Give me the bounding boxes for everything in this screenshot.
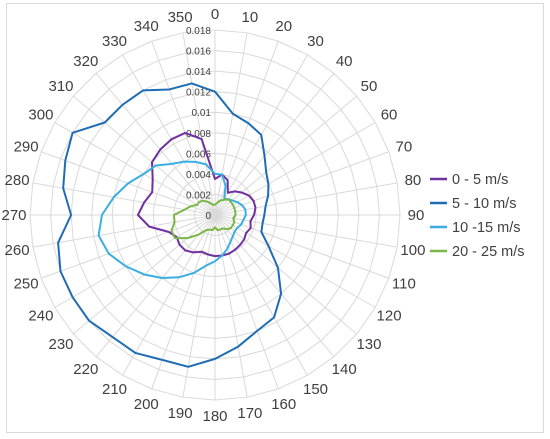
angle-tick-label: 10	[242, 9, 259, 26]
legend-label: 20 - 25 m/s	[452, 244, 525, 260]
grid-spoke	[32, 214, 216, 248]
grid-spoke	[214, 214, 390, 279]
angle-tick-label: 290	[14, 138, 39, 155]
angle-tick-label: 130	[356, 336, 381, 353]
legend-label: 5 - 10 m/s	[452, 196, 516, 212]
grid-spoke	[122, 214, 216, 376]
angle-tick-label: 120	[377, 308, 402, 325]
angle-tick-label: 350	[168, 9, 193, 26]
radial-tick-label: 0.008	[186, 129, 211, 140]
angle-tick-label: 320	[73, 53, 98, 70]
grid-spoke	[122, 54, 216, 216]
angle-tick-label: 340	[134, 18, 159, 35]
grid-spoke	[214, 214, 335, 358]
angle-tick-label: 30	[307, 33, 324, 50]
radial-tick-label: 0.016	[186, 47, 211, 58]
grid-spoke	[214, 32, 248, 216]
grid-spoke	[40, 214, 216, 279]
radial-tick-label: 0.018	[186, 26, 211, 37]
angle-tick-label: 90	[408, 207, 425, 224]
grid-spoke	[54, 122, 216, 216]
grid-spoke	[214, 151, 390, 216]
radial-tick-label: 0.004	[186, 170, 211, 181]
series-line-3	[97, 160, 247, 279]
grid-spoke	[214, 214, 358, 335]
angle-tick-label: 150	[303, 381, 328, 398]
angle-tick-label: 100	[400, 242, 425, 259]
angle-tick-label: 230	[49, 336, 74, 353]
radar-grid	[29, 29, 401, 401]
grid-spoke	[214, 214, 279, 390]
angle-tick-label: 220	[73, 361, 98, 378]
grid-spoke	[214, 214, 398, 248]
angle-tick-label: 300	[28, 107, 53, 124]
chart-frame	[6, 3, 544, 433]
angle-tick-label: 0	[211, 6, 219, 23]
angle-tick-label: 330	[102, 33, 127, 50]
angle-tick-label: 40	[336, 53, 353, 70]
grid-spoke	[214, 214, 248, 398]
angle-tick-label: 210	[102, 381, 127, 398]
grid-spoke	[151, 40, 216, 216]
angle-tick-label: 70	[396, 138, 413, 155]
grid-spoke	[95, 72, 216, 216]
angle-tick-label: 160	[271, 396, 296, 413]
grid-spoke	[72, 95, 216, 216]
angle-tick-label: 80	[405, 172, 422, 189]
angle-tick-label: 170	[237, 405, 262, 422]
grid-spoke	[54, 214, 216, 308]
angle-tick-label: 240	[28, 308, 53, 325]
grid-spoke	[214, 95, 358, 216]
angle-tick-label: 20	[275, 18, 292, 35]
angle-tick-label: 310	[49, 78, 74, 95]
radial-tick-label: 0.01	[192, 108, 212, 119]
series-line-4	[170, 198, 237, 240]
series-line-2	[57, 82, 283, 368]
angle-tick-label: 180	[202, 408, 227, 425]
radial-tick-label: 0.014	[186, 67, 211, 78]
angle-tick-label: 140	[332, 361, 357, 378]
legend-label: 10 -15 m/s	[452, 220, 521, 236]
angle-tick-label: 270	[1, 207, 26, 224]
angle-tick-label: 110	[392, 276, 416, 293]
series-line-1	[136, 131, 257, 258]
radial-tick-label: 0.006	[186, 149, 211, 160]
angle-tick-label: 190	[168, 405, 193, 422]
radial-tick-label: 0.002	[186, 190, 211, 201]
grid-spoke	[95, 214, 216, 358]
radial-tick-label: 0	[205, 211, 211, 222]
angle-tick-label: 60	[381, 107, 398, 124]
angle-tick-label: 250	[14, 276, 39, 293]
legend: 0 - 5 m/s 5 - 10 m/s 10 -15 m/s 20 - 25 m/s	[430, 172, 525, 260]
grid-spoke	[214, 214, 376, 308]
grid-spoke	[182, 32, 216, 216]
radial-tick-label: 0.012	[186, 88, 211, 99]
angle-tick-label: 200	[134, 396, 159, 413]
grid-spoke	[214, 122, 376, 216]
angle-tick-label: 50	[361, 78, 378, 95]
legend-label: 0 - 5 m/s	[452, 172, 508, 188]
angle-tick-label: 260	[5, 242, 30, 259]
angle-tick-label: 280	[5, 172, 30, 189]
